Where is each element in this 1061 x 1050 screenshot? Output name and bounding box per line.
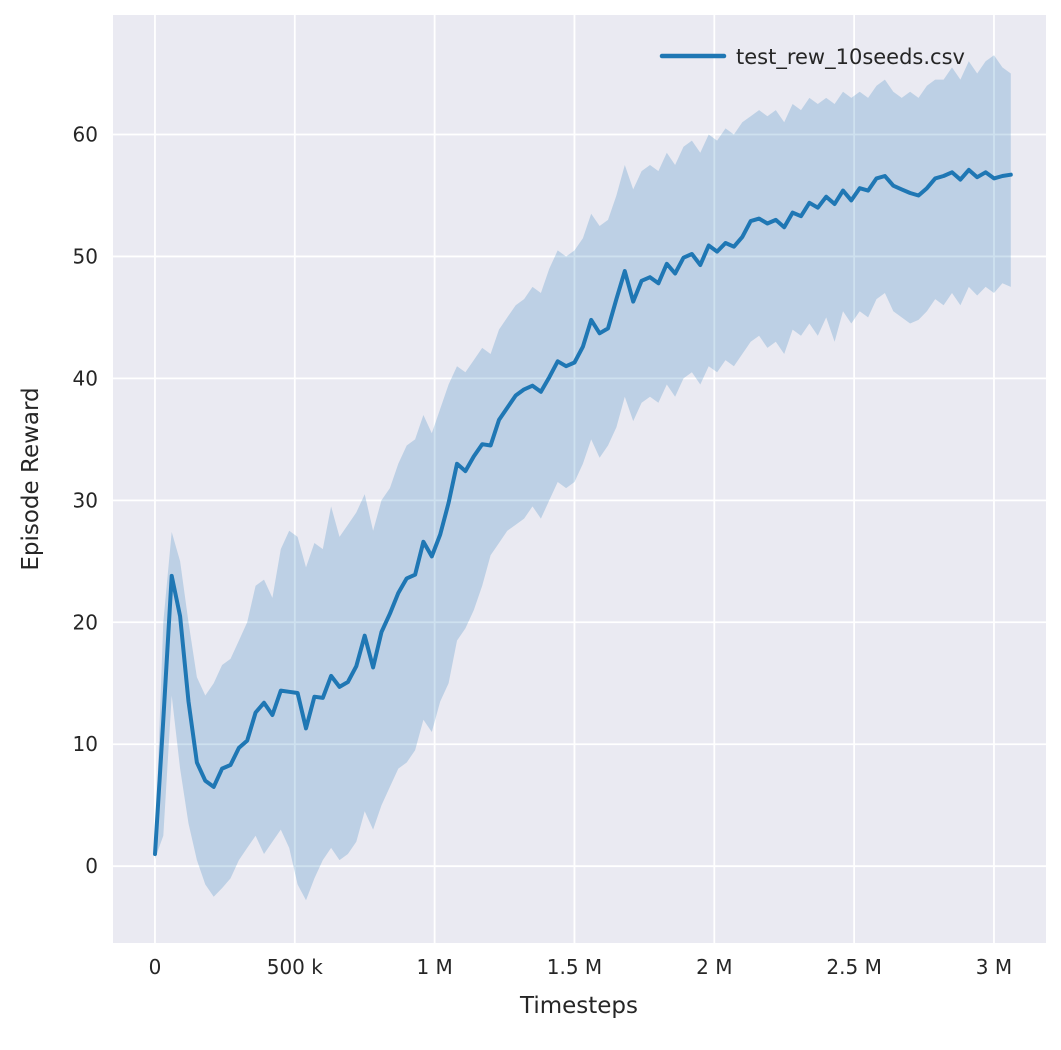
y-tick-label: 40 (73, 366, 98, 390)
y-tick-label: 60 (73, 123, 98, 147)
x-tick-label: 1.5 M (547, 955, 602, 979)
y-tick-label: 10 (73, 732, 98, 756)
y-axis-label: Episode Reward (18, 387, 44, 570)
x-tick-label: 1 M (416, 955, 452, 979)
confidence-band (155, 55, 1011, 901)
y-tick-label: 50 (73, 244, 98, 268)
gridlines (113, 15, 1046, 943)
legend-label: test_rew_10seeds.csv (736, 45, 965, 70)
tick-labels: 0 500 k 1 M 1.5 M 2 M 2.5 M 3 M 0 10 20 30 40 50 60 (73, 123, 1013, 979)
y-tick-label: 30 (73, 488, 98, 512)
x-axis-label: Timesteps (519, 993, 638, 1019)
plot-area (113, 15, 1046, 943)
mean-line (153, 167, 1013, 856)
x-tick-label: 0 (149, 955, 162, 979)
x-tick-label: 2 M (696, 955, 732, 979)
x-tick-label: 500 k (267, 955, 324, 979)
plot-layer: 0 500 k 1 M 1.5 M 2 M 2.5 M 3 M 0 10 20 30 40 50 60 (73, 15, 1046, 979)
y-tick-label: 0 (85, 854, 98, 878)
x-tick-label: 3 M (976, 955, 1012, 979)
x-tick-label: 2.5 M (826, 955, 881, 979)
legend: test_rew_10seeds.csv (659, 45, 965, 70)
y-tick-label: 20 (73, 610, 98, 634)
